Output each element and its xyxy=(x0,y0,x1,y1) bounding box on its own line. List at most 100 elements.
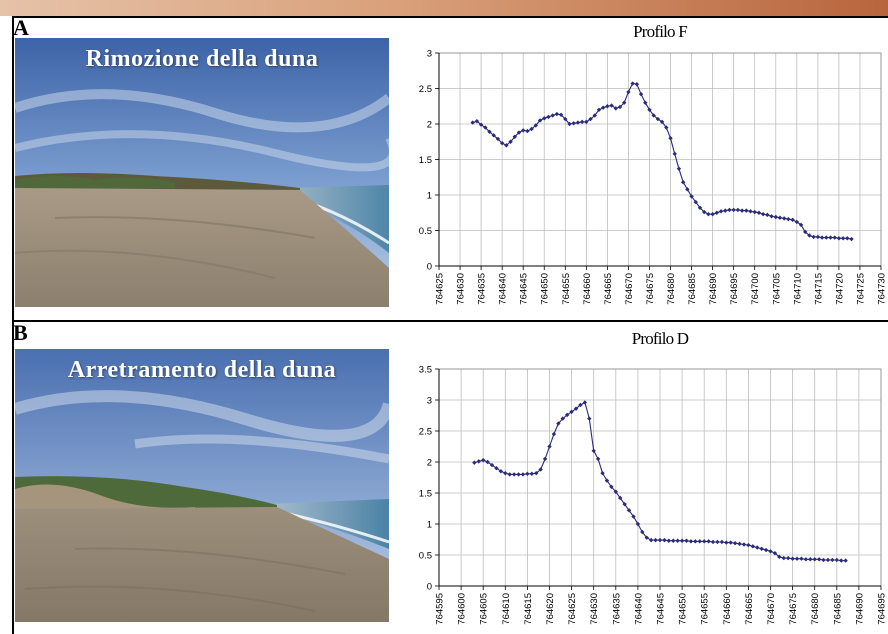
x-tick-label: 764670 xyxy=(766,593,777,625)
x-tick-label: 764630 xyxy=(589,593,600,625)
data-point xyxy=(567,121,572,127)
panel-b-caption: Arretramento della duna xyxy=(67,357,337,383)
x-tick-label: 764635 xyxy=(611,593,622,625)
y-tick-label: 0 xyxy=(427,262,432,273)
x-tick-label: 764705 xyxy=(771,273,782,305)
data-point xyxy=(727,207,732,213)
data-point xyxy=(542,116,547,121)
x-tick-label: 764645 xyxy=(519,273,530,305)
data-point xyxy=(476,459,481,464)
data-point xyxy=(759,546,764,551)
data-point xyxy=(499,140,505,146)
y-tick-label: 0.5 xyxy=(419,226,432,237)
data-point xyxy=(849,236,854,242)
data-point xyxy=(525,128,530,134)
y-tick-label: 3.5 xyxy=(419,365,432,376)
x-tick-label: 764715 xyxy=(813,273,824,305)
data-point xyxy=(786,216,791,222)
data-point xyxy=(470,120,475,125)
data-point xyxy=(836,236,842,241)
panel-b-photo: Arretramento della duna xyxy=(15,349,389,622)
data-point xyxy=(773,214,778,220)
data-point xyxy=(828,235,833,240)
data-point xyxy=(825,557,831,563)
x-tick-label: 764685 xyxy=(687,273,698,305)
data-point xyxy=(481,457,486,463)
data-point xyxy=(520,472,526,477)
data-point xyxy=(560,416,565,421)
data-point xyxy=(592,113,597,118)
data-point xyxy=(542,456,548,462)
data-point xyxy=(487,129,492,135)
data-point xyxy=(600,105,606,110)
data-point xyxy=(744,208,749,213)
data-point xyxy=(710,211,715,217)
data-point xyxy=(609,484,614,489)
data-point xyxy=(511,472,517,477)
data-point xyxy=(845,236,850,241)
x-tick-label: 764730 xyxy=(877,273,888,305)
data-point xyxy=(483,125,488,130)
x-tick-label: 764670 xyxy=(624,273,635,305)
data-point xyxy=(715,539,720,545)
x-tick-label: 764685 xyxy=(832,593,843,625)
y-tick-label: 2.5 xyxy=(419,427,432,438)
data-point xyxy=(739,208,745,213)
data-point xyxy=(596,107,602,112)
data-point xyxy=(495,136,501,142)
data-point xyxy=(697,539,702,544)
x-tick-label: 764665 xyxy=(744,593,755,625)
x-tick-label: 764630 xyxy=(456,273,467,305)
data-point xyxy=(781,555,786,561)
data-point xyxy=(706,211,711,217)
data-point xyxy=(582,400,588,405)
data-point xyxy=(474,118,480,124)
data-point xyxy=(579,119,585,125)
data-point xyxy=(731,207,736,213)
data-point xyxy=(676,166,682,171)
y-tick-label: 2.5 xyxy=(419,84,432,95)
x-tick-label: 764600 xyxy=(457,593,468,625)
chart-profilo-d-title: Profilo D xyxy=(632,329,689,348)
data-point xyxy=(504,143,509,148)
data-point xyxy=(588,116,593,122)
data-point xyxy=(605,104,610,109)
data-point xyxy=(839,558,844,563)
data-point xyxy=(755,545,760,550)
data-point xyxy=(723,208,728,213)
data-point xyxy=(808,557,813,562)
data-point xyxy=(824,235,829,240)
x-tick-label: 764680 xyxy=(810,593,821,625)
data-point xyxy=(529,471,535,476)
data-point xyxy=(706,539,711,544)
data-point xyxy=(657,537,663,543)
data-point xyxy=(508,139,513,144)
x-tick-label: 764675 xyxy=(645,273,656,305)
x-tick-label: 764620 xyxy=(545,593,556,625)
data-point xyxy=(472,460,477,465)
data-point xyxy=(618,495,623,501)
data-point xyxy=(732,541,738,546)
y-tick-label: 0 xyxy=(427,582,432,593)
x-tick-label: 764655 xyxy=(700,593,711,625)
data-point xyxy=(816,557,822,562)
data-point xyxy=(752,209,757,215)
x-tick-label: 764695 xyxy=(877,593,888,625)
data-point xyxy=(693,539,698,544)
data-point xyxy=(675,538,680,543)
figure-frame xyxy=(12,16,888,634)
x-tick-label: 764690 xyxy=(708,273,719,305)
x-tick-label: 764695 xyxy=(729,273,740,305)
data-point xyxy=(668,136,673,141)
data-point xyxy=(591,448,596,454)
x-tick-label: 764595 xyxy=(435,593,446,625)
data-point xyxy=(525,471,530,476)
x-tick-label: 764625 xyxy=(567,593,578,625)
data-point xyxy=(489,462,495,468)
x-tick-label: 764655 xyxy=(561,273,572,305)
data-point xyxy=(520,128,526,133)
data-point xyxy=(679,538,685,543)
data-point xyxy=(503,470,508,476)
data-point xyxy=(617,104,623,110)
data-point xyxy=(750,544,756,549)
